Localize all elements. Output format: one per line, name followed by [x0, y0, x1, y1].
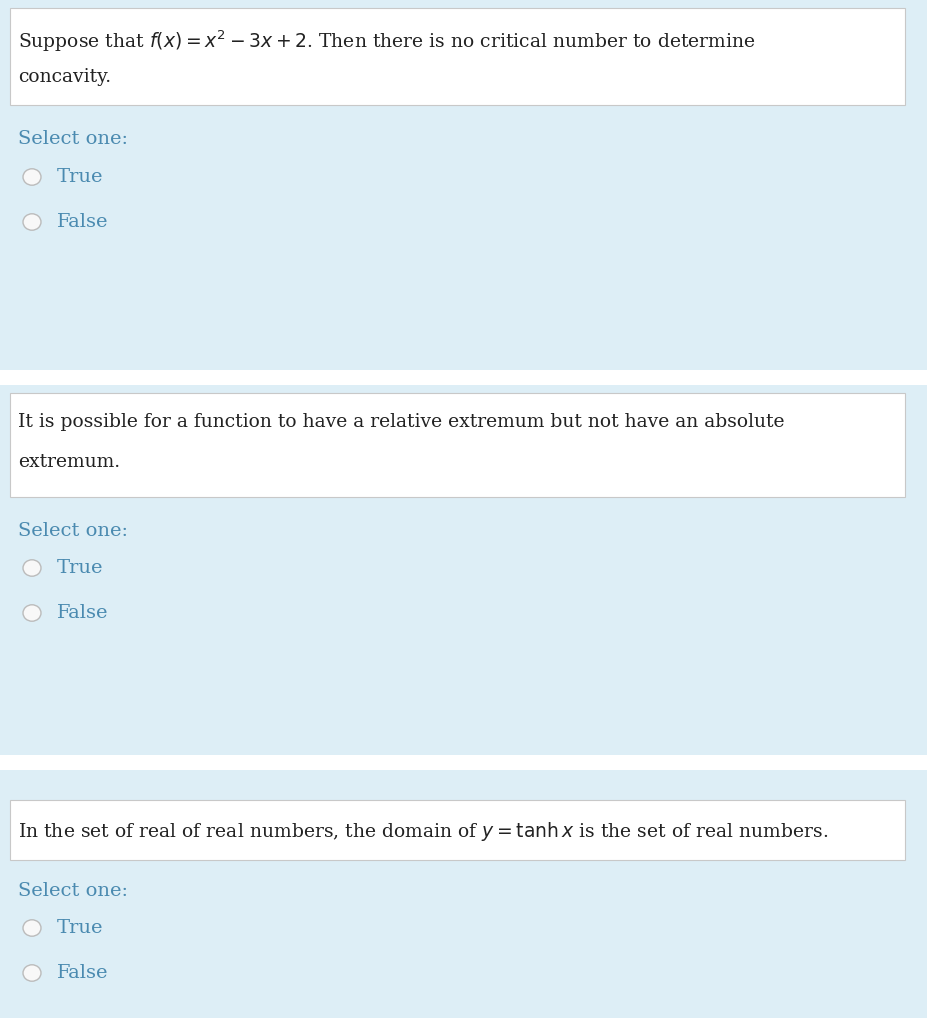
Ellipse shape	[23, 169, 41, 185]
Ellipse shape	[23, 920, 41, 937]
Text: True: True	[57, 559, 104, 577]
Ellipse shape	[23, 965, 41, 981]
FancyBboxPatch shape	[0, 385, 927, 755]
Text: False: False	[57, 604, 108, 622]
Text: Select one:: Select one:	[18, 522, 128, 540]
Text: Suppose that $f(x) = x^2 - 3x + 2$. Then there is no critical number to determin: Suppose that $f(x) = x^2 - 3x + 2$. Then…	[18, 29, 755, 54]
FancyBboxPatch shape	[0, 0, 927, 370]
FancyBboxPatch shape	[0, 755, 927, 770]
Text: False: False	[57, 213, 108, 231]
FancyBboxPatch shape	[0, 770, 927, 1018]
Text: Select one:: Select one:	[18, 882, 128, 900]
Text: extremum.: extremum.	[18, 453, 120, 471]
FancyBboxPatch shape	[10, 8, 904, 105]
Text: Select one:: Select one:	[18, 130, 128, 148]
Text: concavity.: concavity.	[18, 68, 111, 86]
Text: In the set of real of real numbers, the domain of $y = \tanh x$ is the set of re: In the set of real of real numbers, the …	[18, 821, 827, 843]
Ellipse shape	[23, 560, 41, 576]
FancyBboxPatch shape	[0, 370, 927, 385]
Text: False: False	[57, 964, 108, 982]
Ellipse shape	[23, 214, 41, 230]
Text: It is possible for a function to have a relative extremum but not have an absolu: It is possible for a function to have a …	[18, 413, 783, 431]
FancyBboxPatch shape	[10, 800, 904, 860]
Text: True: True	[57, 168, 104, 186]
FancyBboxPatch shape	[10, 393, 904, 497]
Ellipse shape	[23, 605, 41, 621]
Text: True: True	[57, 919, 104, 937]
